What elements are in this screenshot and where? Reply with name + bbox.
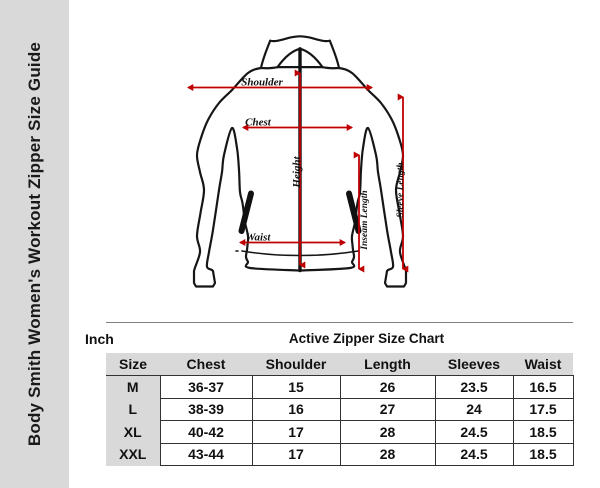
svg-text:Shoulder: Shoulder bbox=[241, 77, 283, 89]
svg-text:Waist: Waist bbox=[246, 232, 272, 244]
svg-text:Sleeve Length: Sleeve Length bbox=[396, 162, 406, 217]
svg-text:Inseam Length: Inseam Length bbox=[360, 190, 370, 250]
svg-text:Height: Height bbox=[291, 155, 303, 188]
svg-text:Chest: Chest bbox=[245, 117, 272, 129]
